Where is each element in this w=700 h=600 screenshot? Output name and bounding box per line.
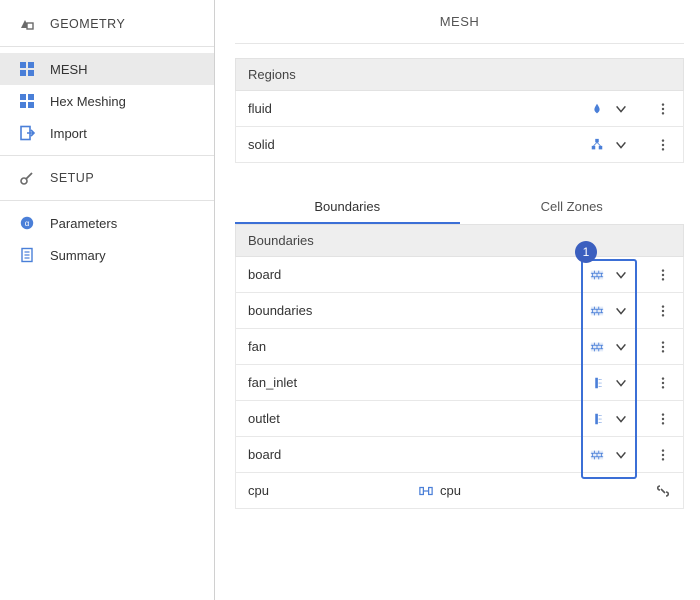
boundary-row[interactable]: boundaries	[235, 293, 684, 329]
nav-item-summary[interactable]: Summary	[0, 239, 214, 271]
import-icon	[18, 124, 36, 142]
boundary-name: fan	[248, 339, 418, 354]
unlink-icon[interactable]	[655, 483, 671, 499]
parameters-icon: α	[18, 214, 36, 232]
chevron-down-icon[interactable]	[613, 447, 629, 463]
page-title: MESH	[235, 10, 684, 44]
chevron-down-icon[interactable]	[613, 375, 629, 391]
nav-label: MESH	[50, 62, 88, 77]
inlet-icon	[589, 411, 605, 427]
boundary-name: outlet	[248, 411, 418, 426]
boundary-row[interactable]: outlet	[235, 401, 684, 437]
nav-item-mesh[interactable]: MESH	[0, 53, 214, 85]
wall-icon	[589, 447, 605, 463]
chevron-down-icon[interactable]	[613, 137, 629, 153]
region-name: solid	[248, 137, 589, 152]
kebab-icon[interactable]	[655, 447, 671, 463]
nav-label: Summary	[50, 248, 106, 263]
nav-label: Import	[50, 126, 87, 141]
boundary-row[interactable]: board	[235, 437, 684, 473]
tab-cell-zones[interactable]: Cell Zones	[460, 191, 685, 224]
tab-boundaries[interactable]: Boundaries	[235, 191, 460, 224]
kebab-icon[interactable]	[655, 339, 671, 355]
boundary-row[interactable]: board	[235, 257, 684, 293]
summary-icon	[18, 246, 36, 264]
wall-icon	[589, 339, 605, 355]
nav-section-setup[interactable]: SETUP	[0, 162, 214, 194]
kebab-icon[interactable]	[655, 267, 671, 283]
tabs: BoundariesCell Zones	[235, 191, 684, 225]
boundary-name: fan_inlet	[248, 375, 418, 390]
nav-item-import[interactable]: Import	[0, 117, 214, 149]
chevron-down-icon[interactable]	[613, 101, 629, 117]
nav-section-geometry[interactable]: GEOMETRY	[0, 8, 214, 40]
wall-icon	[589, 267, 605, 283]
nav-label: Parameters	[50, 216, 117, 231]
boundaries-header: Boundaries	[235, 225, 684, 257]
wall-icon	[589, 303, 605, 319]
kebab-icon[interactable]	[655, 303, 671, 319]
nav-label: SETUP	[50, 171, 94, 185]
kebab-icon[interactable]	[655, 137, 671, 153]
main-panel: MESH Regions fluid solid BoundariesCell …	[215, 0, 700, 600]
chevron-down-icon[interactable]	[613, 303, 629, 319]
nav-item-parameters[interactable]: α Parameters	[0, 207, 214, 239]
nav-item-hex-meshing[interactable]: Hex Meshing	[0, 85, 214, 117]
boundary-row[interactable]: fan_inlet	[235, 365, 684, 401]
fluid-icon	[589, 101, 605, 117]
boundary-row[interactable]: fan	[235, 329, 684, 365]
nav-label: Hex Meshing	[50, 94, 126, 109]
nav-divider	[0, 200, 214, 201]
chevron-down-icon[interactable]	[613, 411, 629, 427]
geometry-icon	[18, 15, 36, 33]
boundary-row[interactable]: cpu cpu	[235, 473, 684, 509]
nav-divider	[0, 46, 214, 47]
region-row[interactable]: solid	[235, 127, 684, 163]
nav-label: GEOMETRY	[50, 17, 125, 31]
link-icon	[418, 483, 434, 499]
nav-divider	[0, 155, 214, 156]
svg-text:α: α	[25, 219, 30, 228]
inlet-icon	[589, 375, 605, 391]
link-label: cpu	[440, 483, 461, 498]
setup-icon	[18, 169, 36, 187]
hex-icon	[18, 92, 36, 110]
kebab-icon[interactable]	[655, 375, 671, 391]
boundary-name: boundaries	[248, 303, 418, 318]
region-row[interactable]: fluid	[235, 91, 684, 127]
kebab-icon[interactable]	[655, 101, 671, 117]
kebab-icon[interactable]	[655, 411, 671, 427]
boundary-name: board	[248, 447, 418, 462]
chevron-down-icon[interactable]	[613, 339, 629, 355]
regions-header: Regions	[235, 58, 684, 91]
sidebar: GEOMETRY MESH Hex Meshing Import SETUP α …	[0, 0, 215, 600]
boundary-name: board	[248, 267, 418, 282]
boundary-name: cpu	[248, 483, 418, 498]
chevron-down-icon[interactable]	[613, 267, 629, 283]
region-name: fluid	[248, 101, 589, 116]
solid-icon	[589, 137, 605, 153]
mesh-icon	[18, 60, 36, 78]
